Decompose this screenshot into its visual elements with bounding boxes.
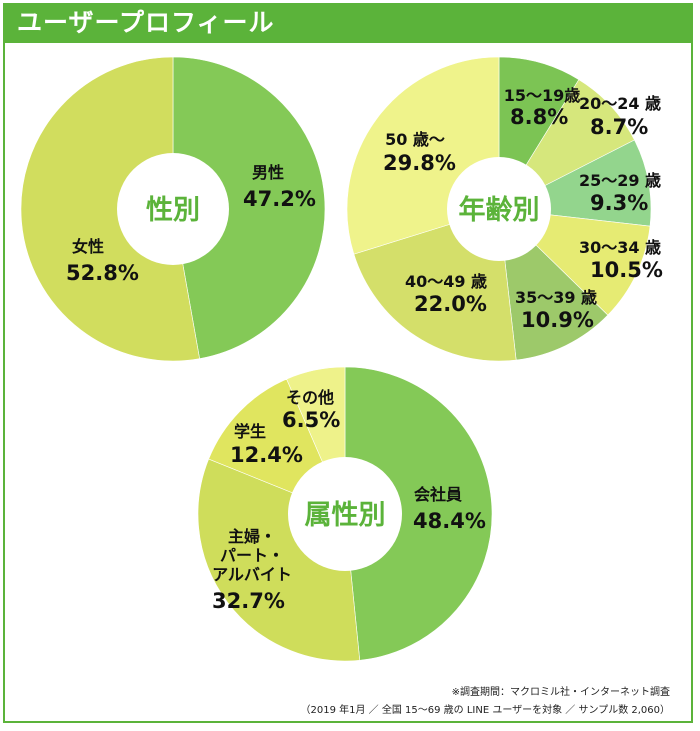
pie-slice — [20, 56, 200, 362]
pie-chart-1: 性別 男性 47.2% 女性 52.8% — [20, 56, 326, 362]
slice-label: 30〜34 歳 — [579, 238, 661, 257]
slice-value: 8.8% — [510, 105, 568, 129]
slice-label: 50 歳〜 — [385, 130, 445, 149]
pie-chart-3: 属性別 会社員 48.4% 主婦・パート・アルバイト 32.7% 学生 12.4% その他6.… — [197, 366, 493, 662]
pie-title: 属性別 — [305, 500, 386, 531]
slice-label: 学生 — [234, 422, 266, 441]
footnote-sample: （2019 年1月 ／ 全国 15〜69 歳の LINE ユーザーを対象 ／ サ… — [300, 705, 671, 716]
slice-value: 9.3% — [590, 191, 648, 215]
pie-center — [117, 153, 229, 265]
pie-slice — [344, 366, 493, 661]
slice-value: 10.9% — [521, 308, 594, 332]
slice-label: 40〜49 歳 — [405, 272, 487, 291]
slice-label: 35〜39 歳 — [515, 288, 597, 307]
slice-label: 男性 — [252, 163, 284, 182]
slice-label: 25〜29 歳 — [579, 171, 661, 190]
slice-value: 32.7% — [212, 589, 285, 613]
page-title: ユーザープロフィール — [17, 8, 275, 37]
slice-value: 29.8% — [383, 151, 456, 175]
pie-center — [288, 457, 402, 571]
slice-value: 48.4% — [413, 509, 486, 533]
slice-value: 47.2% — [243, 187, 316, 211]
pie-slice — [172, 56, 326, 359]
slice-value: 12.4% — [230, 443, 303, 467]
slice-label: 主婦・パート・アルバイト — [212, 527, 292, 584]
slice-value: 6.5% — [282, 408, 340, 432]
slice-label: その他 — [286, 388, 334, 407]
slice-label: 15〜19歳 — [504, 86, 581, 105]
slice-value: 8.7% — [590, 115, 648, 139]
pie-title: 性別 — [146, 195, 200, 226]
slice-label: 会社員 — [414, 485, 462, 504]
footnote-survey: ※調査期間：マクロミル社・インターネット調査 — [451, 687, 670, 698]
slice-label: 女性 — [72, 237, 104, 256]
slice-value: 52.8% — [66, 261, 139, 285]
slice-value: 22.0% — [414, 292, 487, 316]
pie-title: 年齢別 — [459, 194, 540, 226]
pie-center — [447, 157, 551, 261]
slice-value: 10.5% — [590, 258, 663, 282]
slice-label: 20〜24 歳 — [579, 94, 661, 113]
header-bar: ユーザープロフィール — [3, 3, 693, 43]
